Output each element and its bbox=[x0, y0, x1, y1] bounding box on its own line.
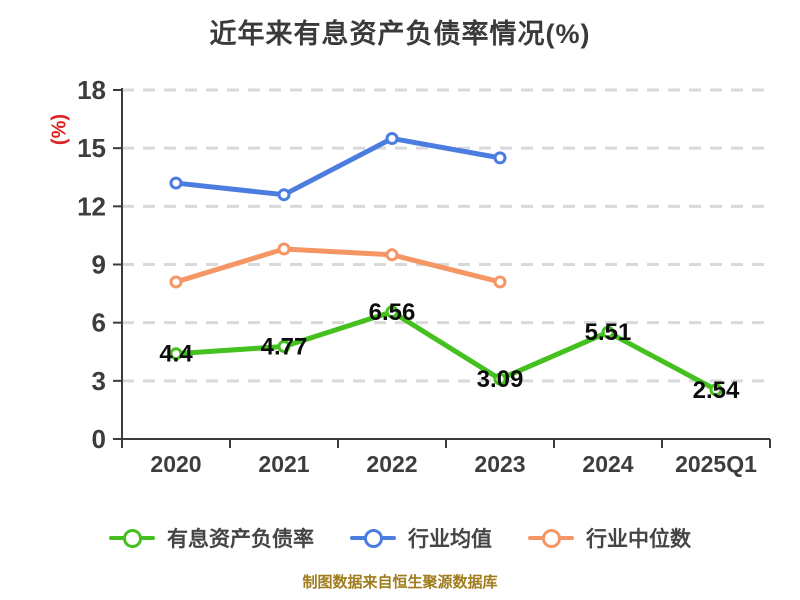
chart-title: 近年来有息资产负债率情况(%) bbox=[209, 19, 591, 49]
legend-label: 行业均值 bbox=[408, 528, 492, 551]
legend-item-series-0: 有息资产负债率 bbox=[109, 523, 314, 553]
legend-marker-orange bbox=[528, 528, 574, 548]
series-point-1 bbox=[493, 151, 507, 165]
x-tick-label: 2025Q1 bbox=[675, 451, 757, 477]
legend-label: 有息资产负债率 bbox=[167, 528, 314, 551]
data-source-caption: 制图数据来自恒生聚源数据库 bbox=[302, 574, 498, 591]
data-label-0: 6.56 bbox=[369, 299, 416, 326]
line-chart-plot: 0 3 6 9 12 15 18 2020 2021 2022 2023 2024 2025Q1 4.4 4… bbox=[77, 75, 771, 477]
series-point-2 bbox=[169, 275, 183, 289]
series-point-2 bbox=[493, 275, 507, 289]
series-point-0 bbox=[169, 347, 183, 361]
y-tick-label: 3 bbox=[92, 366, 106, 396]
legend-item-series-2: 行业中位数 bbox=[528, 523, 691, 553]
legend-marker-blue bbox=[350, 528, 396, 548]
series-line-0 bbox=[173, 309, 719, 393]
y-tick-label: 9 bbox=[92, 250, 106, 280]
y-tick-label: 6 bbox=[92, 308, 106, 338]
series-point-0 bbox=[277, 340, 291, 354]
x-tick-label: 2023 bbox=[474, 451, 525, 477]
legend-dot-icon bbox=[541, 528, 561, 548]
series-point-0 bbox=[601, 325, 615, 339]
y-tick-label: 0 bbox=[92, 424, 106, 454]
legend-item-series-1: 行业均值 bbox=[350, 523, 492, 553]
series-point-1 bbox=[169, 176, 183, 190]
legend-dot-icon bbox=[363, 528, 383, 548]
series-line-2 bbox=[173, 246, 503, 285]
data-label-0: 4.4 bbox=[159, 341, 193, 368]
data-label-0: 3.09 bbox=[477, 366, 524, 393]
legend-marker-green bbox=[109, 528, 155, 548]
x-tick-label: 2024 bbox=[582, 451, 633, 477]
data-label-0: 4.77 bbox=[261, 334, 308, 361]
y-tick-label: 12 bbox=[77, 191, 106, 221]
series-line-1 bbox=[173, 135, 503, 198]
series-point-0 bbox=[709, 383, 723, 397]
data-label-0: 2.54 bbox=[693, 377, 740, 404]
x-tick-label: 2021 bbox=[258, 451, 309, 477]
series-point-0 bbox=[385, 305, 399, 319]
legend: 有息资产负债率 行业均值 行业中位数 bbox=[0, 516, 800, 560]
y-tick-label: 15 bbox=[77, 133, 106, 163]
series-point-0 bbox=[493, 372, 507, 386]
y-tick-label: 18 bbox=[77, 75, 106, 105]
x-tick-label: 2020 bbox=[150, 451, 201, 477]
x-tick-label: 2022 bbox=[366, 451, 417, 477]
series-point-2 bbox=[385, 248, 399, 262]
series-point-1 bbox=[277, 188, 291, 202]
series-point-1 bbox=[385, 131, 399, 145]
series-point-2 bbox=[277, 242, 291, 256]
data-label-0: 5.51 bbox=[585, 319, 632, 346]
legend-dot-icon bbox=[122, 528, 142, 548]
legend-label: 行业中位数 bbox=[586, 528, 691, 551]
